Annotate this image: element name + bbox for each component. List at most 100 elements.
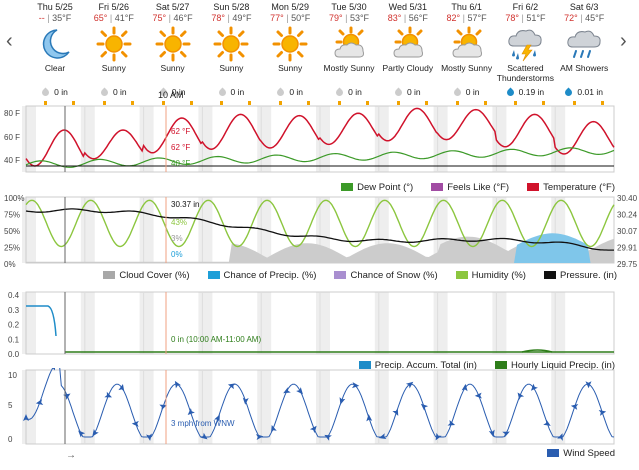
sun-icon xyxy=(270,26,310,62)
y-tick-label-left: 0% xyxy=(4,260,16,269)
day-temperatures: 65° | 41°F xyxy=(93,13,134,23)
hour-tick xyxy=(189,101,193,105)
legend-swatch xyxy=(543,271,556,279)
previous-day-button[interactable]: ‹ xyxy=(6,30,13,52)
precip-accum-line xyxy=(26,305,57,337)
hour-tick xyxy=(424,101,428,105)
day-temperatures: 79° | 53°F xyxy=(328,13,370,23)
day-column[interactable]: Tue 5/30 79° | 53°F Mostly Sunny 0 in xyxy=(320,0,378,108)
precipitation-chart[interactable]: 0.4 0.3 0.2 0.1 0.0 0 in (10:00 AM-11:00 AM) xyxy=(0,290,639,362)
day-column[interactable]: Fri 6/2 78° | 51°F Scattered Thunderstorms… xyxy=(496,0,554,108)
wind-speed-chart[interactable]: 10 5 0 3 mph from WNW → xyxy=(0,368,639,470)
hour-tick xyxy=(366,101,369,105)
wind-direction-arrow xyxy=(214,414,220,423)
day-temperatures: 77° | 50°F xyxy=(270,13,311,23)
legend-swatch xyxy=(494,361,507,369)
legend-item[interactable]: Temperature (°F) xyxy=(527,182,615,193)
day-condition: Scattered Thunderstorms xyxy=(496,63,554,83)
y-tick-label-right: 29.75 xyxy=(617,260,638,269)
day-precip: 0.19 in xyxy=(496,87,554,98)
legend-item[interactable]: Chance of Snow (%) xyxy=(334,270,438,281)
humidity-pressure-chart[interactable]: 100% 75% 50% 25% 0% 30.40 30.24 30.07 29.91 29.75… xyxy=(0,193,639,273)
day-temperatures: 83° | 56°F xyxy=(387,13,428,23)
day-column[interactable]: Sat 5/27 75° | 46°F Sunny 0 in xyxy=(144,0,202,108)
low-temp: 56°F xyxy=(408,13,428,23)
hour-tick xyxy=(396,101,400,105)
legend-item[interactable]: Wind Speed xyxy=(547,448,615,459)
legend-item[interactable]: Chance of Precip. (%) xyxy=(207,270,316,281)
day-column[interactable]: Fri 5/26 65° | 41°F Sunny 0 in xyxy=(85,0,143,108)
legend-item[interactable]: Humidity (%) xyxy=(455,270,526,281)
precip-chance-area xyxy=(26,233,614,263)
legend-label: Humidity (%) xyxy=(471,270,526,281)
legend-item[interactable]: Hourly Liquid Precip. (in) xyxy=(494,360,615,371)
precip-amount: 0 in xyxy=(348,87,362,97)
legend-item[interactable]: Pressure. (in) xyxy=(543,270,617,281)
day-column[interactable]: Mon 5/29 77° | 50°F Sunny 0 in xyxy=(261,0,319,108)
high-temp: 72° xyxy=(564,13,578,23)
night-band xyxy=(433,370,448,444)
wind-marker-label: 3 mph from WNW xyxy=(171,419,235,428)
precip-marker-label: 0 in (10:00 AM-11:00 AM) xyxy=(171,335,261,344)
wind-direction-arrow xyxy=(104,391,112,398)
day-name: Fri 5/26 xyxy=(98,2,130,12)
y-tick-label: 10 xyxy=(8,371,17,380)
legend-label: Temperature (°F) xyxy=(543,182,615,193)
day-column[interactable]: Wed 5/31 83° | 56°F Partly Cloudy 0 in xyxy=(379,0,437,108)
day-condition: Mostly Sunny xyxy=(323,63,375,73)
legend-label: Dew Point (°) xyxy=(357,182,414,193)
rain-drop-icon xyxy=(334,87,345,98)
wind-direction-arrow xyxy=(242,397,249,405)
wind-direction-arrow xyxy=(530,383,538,391)
wind-direction-arrow xyxy=(92,429,99,437)
night-band xyxy=(374,106,389,172)
legend-swatch xyxy=(207,271,220,279)
hour-tick xyxy=(455,101,459,105)
day-name: Tue 5/30 xyxy=(331,2,367,12)
y-tick-label: 5 xyxy=(8,401,13,410)
rain-drop-icon xyxy=(563,87,574,98)
legend-item[interactable]: Precip. Accum. Total (in) xyxy=(358,360,477,371)
day-column[interactable]: Sun 5/28 78° | 49°F Sunny 0 in xyxy=(202,0,260,108)
day-temperatures: 72° | 45°F xyxy=(564,13,605,23)
precip-amount: 0.19 in xyxy=(518,87,545,97)
sun-cloud-icon xyxy=(447,26,487,62)
day-column[interactable]: Thu 5/25 -- | 35°F Clear 0 in xyxy=(26,0,84,108)
wind-direction-arrow xyxy=(488,429,495,438)
legend-item[interactable]: Feels Like (°F) xyxy=(431,182,509,193)
day-column[interactable]: Thu 6/1 82° | 57°F Mostly Sunny 0 in xyxy=(438,0,496,108)
wind-direction-arrow xyxy=(543,419,551,426)
legend-label: Cloud Cover (%) xyxy=(119,270,190,281)
wind-direction-arrow xyxy=(283,387,291,394)
precip-amount: 0 in xyxy=(230,87,245,97)
showers-icon xyxy=(564,26,604,62)
wind-direction-arrow xyxy=(447,419,456,426)
day-condition: Sunny xyxy=(278,63,303,73)
night-band xyxy=(551,292,566,354)
temperature-chart[interactable]: 80 F 60 F 40 F 62 °F 62 °F 40 °F xyxy=(0,104,639,194)
humidity-pressure-legend: Cloud Cover (%) Chance of Precip. (%) Chan… xyxy=(85,270,617,281)
day-temperatures: -- | 35°F xyxy=(38,13,72,23)
next-day-button[interactable]: › xyxy=(620,30,627,52)
y-tick-label-left: 25% xyxy=(4,244,20,253)
wind-direction-arrow xyxy=(131,420,139,427)
legend-item[interactable]: Dew Point (°) xyxy=(341,182,413,193)
day-condition: AM Showers xyxy=(560,63,609,73)
night-band xyxy=(492,292,507,354)
legend-swatch xyxy=(431,183,444,191)
legend-item[interactable]: Cloud Cover (%) xyxy=(103,270,190,281)
precip-amount: 0.01 in xyxy=(577,87,603,97)
low-temp: 50°F xyxy=(291,13,311,23)
legend-swatch xyxy=(358,361,371,369)
day-name: Fri 6/2 xyxy=(512,2,539,12)
sun-cloud-icon xyxy=(329,26,369,62)
day-precip: 0 in xyxy=(202,87,260,98)
day-name: Thu 5/25 xyxy=(37,2,73,12)
wind-direction-arrow xyxy=(63,393,71,400)
temperature-line xyxy=(25,107,615,167)
day-column[interactable]: Sat 6/3 72° | 45°F AM Showers 0.01 in xyxy=(555,0,613,108)
y-tick-label-left: 50% xyxy=(4,227,20,236)
hour-tick xyxy=(573,101,577,105)
pressure-marker-label: 30.37 in xyxy=(171,200,199,209)
precip-amount: 0 in xyxy=(54,87,68,97)
